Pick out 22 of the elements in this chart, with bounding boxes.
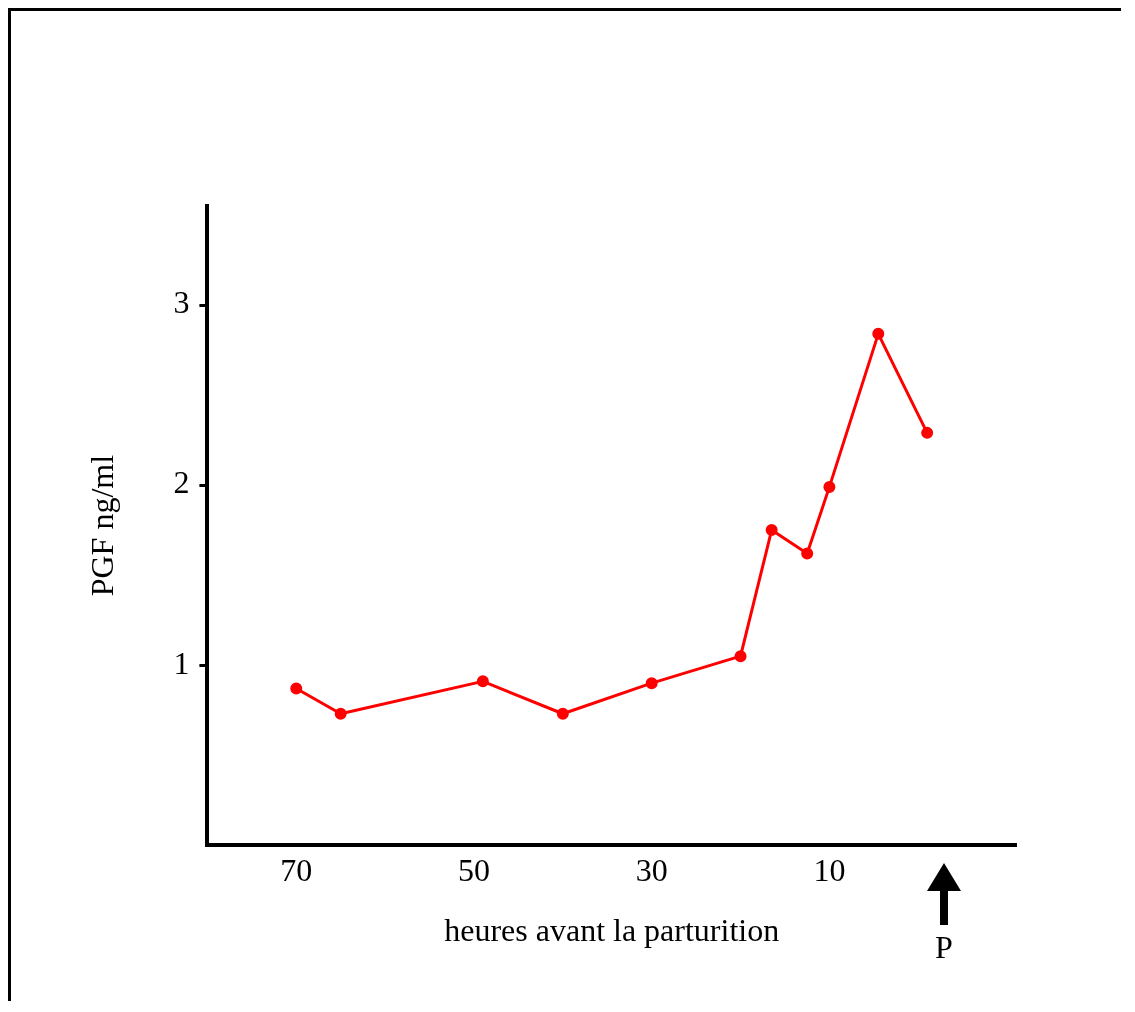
x-tick-label: 30 [635,851,668,888]
frame-border: heures avant la parturition PGF ng/ml 70 50 30 10 1 2 3 P [8,8,1121,1001]
point [872,327,885,340]
x-axis-title: heures avant la parturition [444,912,780,949]
text: P [934,929,954,966]
x-tick-label: 50 [457,851,490,888]
y-tick-label: 3 [173,284,190,321]
x-tick-label: 10 [813,851,846,888]
y-tick-label: 1 [173,644,190,681]
x-tick-label: 70 [280,851,313,888]
y-tick-label: 2 [173,464,190,501]
point [765,524,778,537]
point [556,707,569,720]
point [645,677,658,690]
point [290,682,303,695]
point [823,480,836,493]
point [334,707,347,720]
point [921,426,934,439]
point [801,547,814,560]
point [734,650,747,663]
y-axis-title: PGF ng/ml [83,454,120,597]
point [476,675,489,688]
